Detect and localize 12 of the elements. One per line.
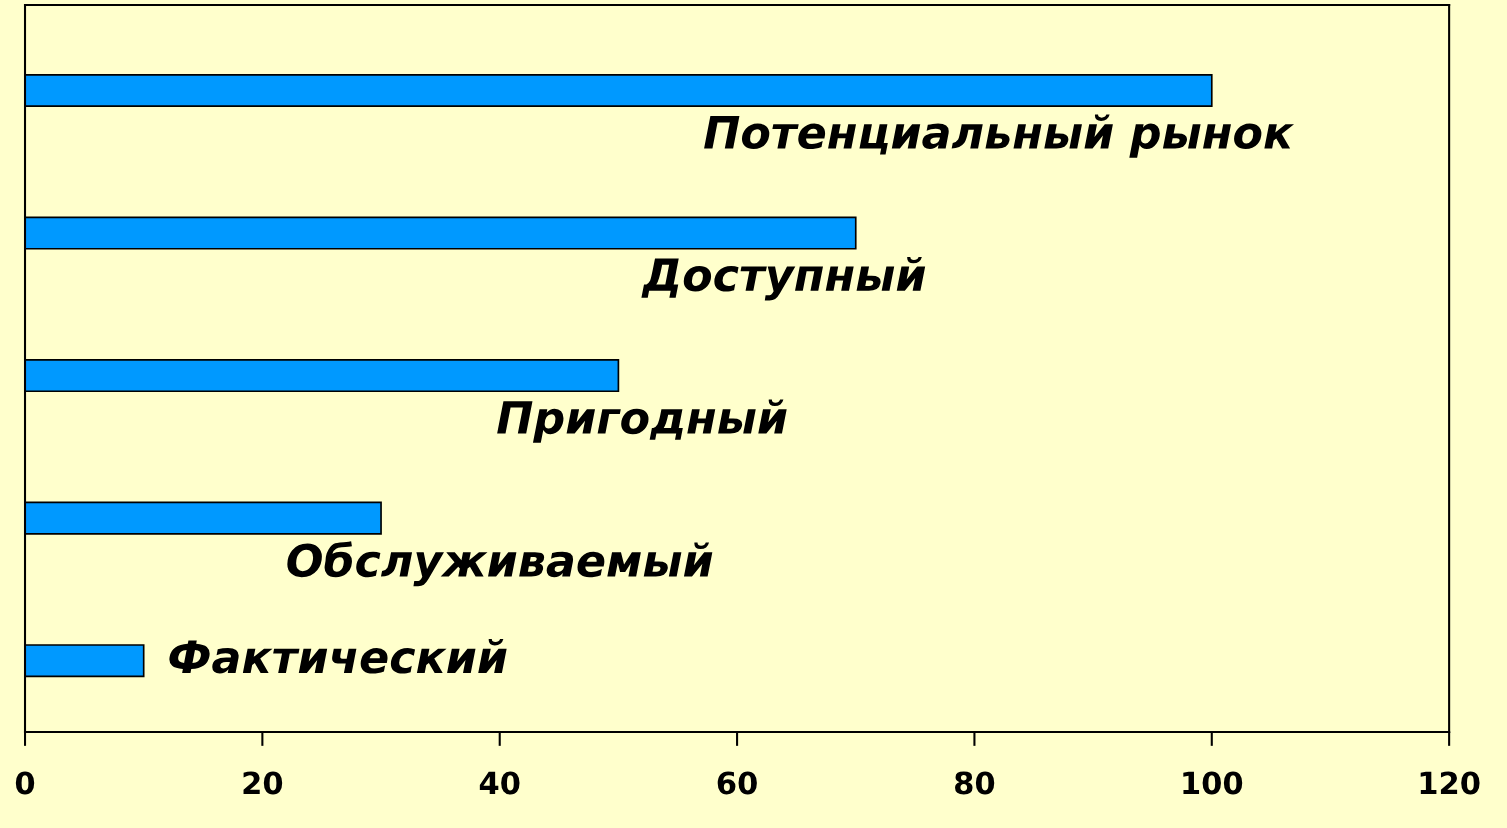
x-tick-label: 80 — [955, 771, 995, 795]
x-tick-label: 120 — [1420, 771, 1480, 795]
y-tick-label: Обслуживаемый — [287, 541, 713, 587]
y-tick-label: Пригодный — [497, 399, 787, 443]
x-tick-label: 0 — [15, 771, 35, 795]
x-tick-label: 60 — [717, 771, 757, 795]
x-tick-label: 100 — [1183, 771, 1243, 795]
y-tick-label: Доступный — [641, 256, 926, 301]
x-tick-label: 40 — [479, 771, 520, 795]
y-tick-label: Фактический — [169, 638, 507, 674]
x-tick-label: 20 — [243, 771, 283, 795]
y-tick-label: Потенциальный рынок — [704, 114, 1295, 158]
